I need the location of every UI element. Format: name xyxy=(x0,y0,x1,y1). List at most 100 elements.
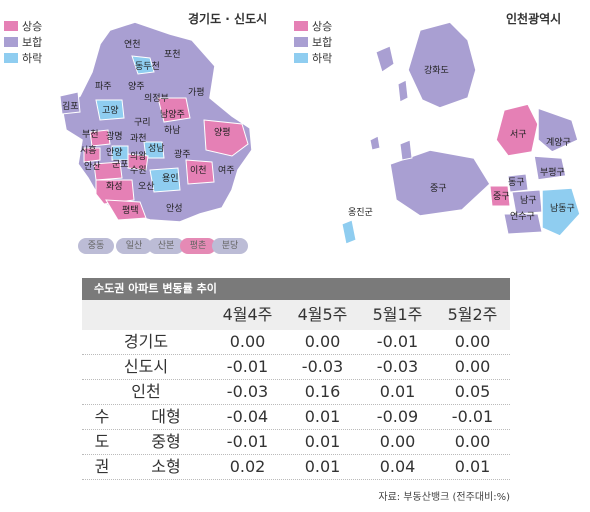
region-label: 남동구 xyxy=(550,204,575,214)
region-label: 계양구 xyxy=(546,138,571,148)
table-cell: 0.16 xyxy=(304,382,341,401)
new-town-pyeongchon: 평촌 xyxy=(180,238,216,254)
table-cell: 0.01 xyxy=(304,432,341,451)
table-cell: 0.00 xyxy=(454,332,491,351)
region-label: 안성 xyxy=(166,204,183,214)
region-label: 화성 xyxy=(106,182,123,192)
legend-label: 상승 xyxy=(312,20,333,33)
region-label: 광주 xyxy=(174,150,191,160)
region-label: 고양 xyxy=(102,106,119,116)
table-row: 인천 -0.03 0.16 0.01 0.05 xyxy=(82,380,510,405)
gyeonggi-map xyxy=(59,21,253,223)
region-label: 서구 xyxy=(510,130,527,140)
region-label: 평택 xyxy=(122,206,139,216)
group-label-char: 수 xyxy=(94,407,110,426)
new-town-ilsan: 일산 xyxy=(116,238,152,254)
region-label: 광명 xyxy=(106,132,123,142)
table-row: 경기도 0.00 0.00 -0.01 0.00 xyxy=(82,330,510,355)
table-header-cell: 4월5주 xyxy=(297,305,348,324)
table-cell: 0.02 xyxy=(229,457,266,476)
table-cell: 0.01 xyxy=(304,457,341,476)
table-cell: 0.04 xyxy=(379,457,416,476)
gyeonggi-legend: 상승 보합 하락 xyxy=(4,18,42,66)
table-cell: -0.01 xyxy=(226,357,269,376)
rise-swatch xyxy=(4,21,18,31)
table-cell: 0.00 xyxy=(304,332,341,351)
row-label: 소형 xyxy=(151,457,181,476)
region-label: 의왕 xyxy=(130,152,147,162)
region-label: 오산 xyxy=(138,182,155,192)
region-label: 강화도 xyxy=(424,66,449,76)
table-header-cell: 4월4주 xyxy=(222,305,273,324)
region-label: 동두천 xyxy=(135,62,160,72)
table-cell: 0.00 xyxy=(454,432,491,451)
legend-item-flat: 보합 xyxy=(294,34,332,50)
table-header-cell: 5월1주 xyxy=(372,305,423,324)
region-label: 용인 xyxy=(162,174,179,184)
row-label: 경기도 xyxy=(123,332,169,351)
region-label: 부평구 xyxy=(540,168,565,178)
legend-label: 하락 xyxy=(312,52,333,65)
table-row: 수 대형 -0.04 0.01 -0.09 -0.01 xyxy=(82,405,510,430)
region-label: 남구 xyxy=(520,196,537,206)
region-label: 연천 xyxy=(124,40,141,50)
table-cell: 0.01 xyxy=(304,407,341,426)
new-town-jungdong: 중동 xyxy=(78,238,114,254)
table-row: 권 소형 0.02 0.01 0.04 0.01 xyxy=(82,455,510,480)
table-cell: -0.03 xyxy=(376,357,419,376)
region-label: 성남 xyxy=(148,144,165,154)
row-label: 인천 xyxy=(131,382,161,401)
region-label: 과천 xyxy=(130,134,147,144)
table-cell: -0.03 xyxy=(226,382,269,401)
incheon-map-title: 인천광역시 xyxy=(506,12,562,26)
region-label: 중구 xyxy=(430,184,447,194)
region-label: 옹진군 xyxy=(348,208,373,218)
table-cell: -0.01 xyxy=(226,432,269,451)
group-label-char: 도 xyxy=(94,432,110,451)
region-label: 양주 xyxy=(128,82,145,92)
row-label: 신도시 xyxy=(123,357,169,376)
table-cell: -0.09 xyxy=(376,407,419,426)
region-label: 하남 xyxy=(164,126,181,136)
legend-item-fall: 하락 xyxy=(294,50,332,66)
row-label: 중형 xyxy=(151,432,181,451)
table-cell: 0.00 xyxy=(379,432,416,451)
incheon-map xyxy=(341,21,581,245)
fall-swatch xyxy=(4,53,18,63)
legend-label: 상승 xyxy=(22,20,43,33)
region-label: 안산 xyxy=(84,162,101,172)
region-label: 김포 xyxy=(62,102,79,112)
table-header-row: 4월4주 4월5주 5월1주 5월2주 xyxy=(82,300,510,330)
table-cell: 0.00 xyxy=(229,332,266,351)
table-row: 도 중형 -0.01 0.01 0.00 0.00 xyxy=(82,430,510,455)
region-label: 중구 xyxy=(493,192,510,202)
new-town-sanbon: 산본 xyxy=(148,238,184,254)
region-label: 이천 xyxy=(190,166,207,176)
group-label-char: 권 xyxy=(94,457,110,476)
change-rate-table: 4월4주 4월5주 5월1주 5월2주 경기도 0.00 0.00 -0.01 … xyxy=(82,300,510,480)
legend-label: 하락 xyxy=(22,52,43,65)
table-cell: -0.01 xyxy=(376,332,419,351)
table-cell: -0.03 xyxy=(301,357,344,376)
region-label: 안양 xyxy=(106,148,123,158)
region-label: 동구 xyxy=(508,178,525,188)
fall-swatch xyxy=(294,53,308,63)
table-cell: 0.05 xyxy=(454,382,491,401)
data-source-note: 자료: 부동산뱅크 (전주대비:%) xyxy=(378,492,510,503)
legend-item-rise: 상승 xyxy=(4,18,42,34)
region-label: 수원 xyxy=(130,166,147,176)
table-cell: -0.01 xyxy=(451,407,494,426)
region-label: 가평 xyxy=(188,88,205,98)
region-label: 여주 xyxy=(218,166,235,176)
legend-item-fall: 하락 xyxy=(4,50,42,66)
incheon-legend: 상승 보합 하락 xyxy=(294,18,332,66)
table-cell: 0.00 xyxy=(454,357,491,376)
new-town-bundang: 분당 xyxy=(212,238,248,254)
row-label: 대형 xyxy=(151,407,181,426)
region-label: 시흥 xyxy=(80,146,97,156)
table-cell: 0.01 xyxy=(454,457,491,476)
region-label: 의정부 xyxy=(144,94,169,104)
region-label: 남양주 xyxy=(160,110,185,120)
region-label: 구리 xyxy=(134,118,151,128)
legend-item-flat: 보합 xyxy=(4,34,42,50)
